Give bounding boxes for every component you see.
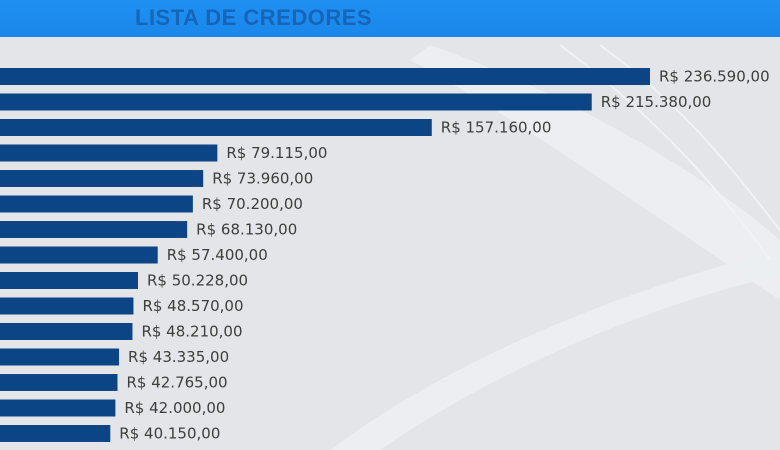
page-title: LISTA DE CREDORES <box>135 5 373 30</box>
bar-value-label-2: R$ 215.380,00 <box>601 93 712 111</box>
bar-12 <box>0 348 120 366</box>
bar-10 <box>0 297 134 315</box>
bar-value-label-9: R$ 50.228,00 <box>147 272 248 290</box>
bar-6 <box>0 195 193 213</box>
bar-value-label-11: R$ 48.210,00 <box>141 323 242 341</box>
bar-value-label-15: R$ 40.150,00 <box>119 425 220 443</box>
bar-value-label-1: R$ 236.590,00 <box>659 68 770 86</box>
bar-1 <box>0 68 650 85</box>
header-bar: LISTA DE CREDORES <box>0 0 780 37</box>
bar-value-label-4: R$ 79.115,00 <box>226 144 327 162</box>
bar-value-label-14: R$ 42.000,00 <box>124 399 225 417</box>
bar-9 <box>0 272 138 289</box>
bar-4 <box>0 144 218 162</box>
bar-3 <box>0 119 432 136</box>
bar-15 <box>0 425 111 442</box>
bar-7 <box>0 221 188 238</box>
bar-value-label-13: R$ 42.765,00 <box>126 374 227 392</box>
bar-value-label-6: R$ 70.200,00 <box>202 195 303 213</box>
bar-14 <box>0 399 116 417</box>
bar-2 <box>0 93 592 111</box>
bar-value-label-12: R$ 43.335,00 <box>128 348 229 366</box>
bar-value-label-5: R$ 73.960,00 <box>212 170 313 188</box>
bar-5 <box>0 170 204 187</box>
bar-13 <box>0 374 118 391</box>
bar-value-label-10: R$ 48.570,00 <box>142 297 243 315</box>
bar-value-label-3: R$ 157.160,00 <box>441 119 552 137</box>
bar-11 <box>0 323 133 340</box>
bar-value-label-7: R$ 68.130,00 <box>196 221 297 239</box>
bar-8 <box>0 246 158 264</box>
bar-value-label-8: R$ 57.400,00 <box>167 246 268 264</box>
